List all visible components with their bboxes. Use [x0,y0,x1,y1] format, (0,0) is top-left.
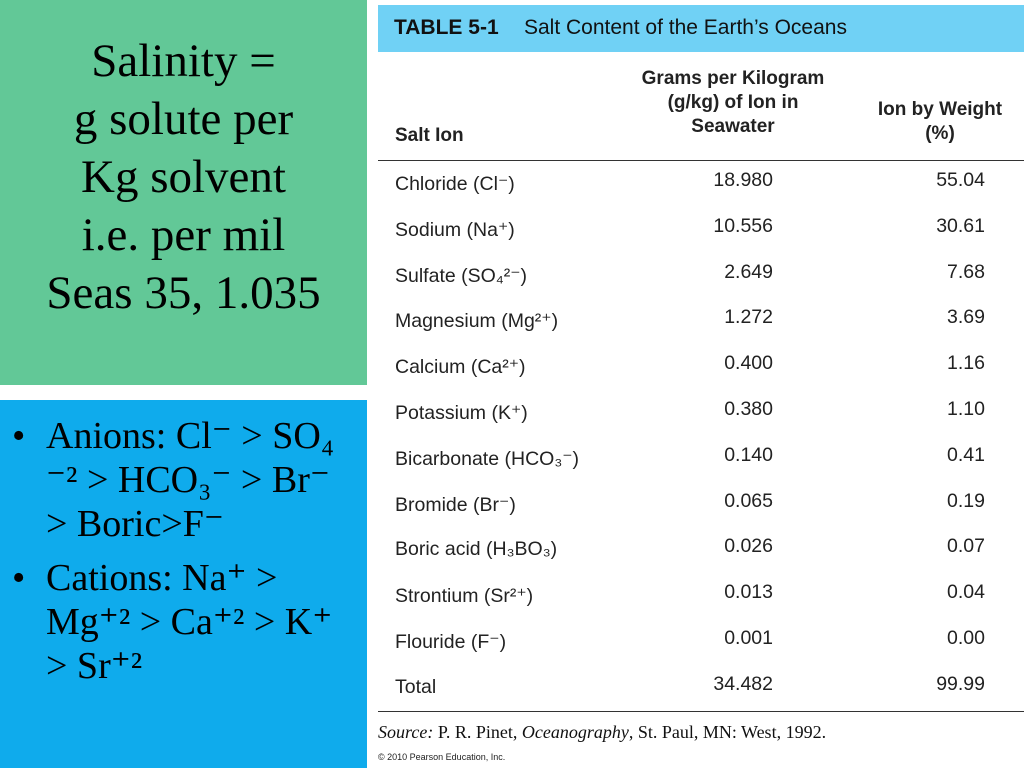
weight-value: 7.68 [947,260,985,283]
ion-name: Calcium (Ca²⁺) [395,356,526,379]
source-line: Source: P. R. Pinet, Oceanography, St. P… [378,722,826,743]
weight-value: 0.04 [947,581,985,604]
grams-value: 0.140 [724,443,773,466]
grams-value: 1.272 [724,306,773,329]
weight-value: 0.41 [947,443,985,466]
grams-value: 2.649 [724,260,773,283]
grams-value: 18.980 [713,169,773,191]
weight-value: 0.19 [947,489,985,512]
grams-value: 0.065 [724,489,773,512]
source-publisher: , St. Paul, MN: West, 1992. [628,722,827,742]
bottom-rule [378,711,1024,712]
grams-value: 0.013 [724,581,773,604]
bullet-item: • Anions: Cl⁻ > SO₄ ⁻² > HCO₃⁻ > Br⁻ > Bo… [10,414,360,546]
ion-name: Total [395,675,437,698]
weight-value: 3.69 [947,306,985,329]
salinity-line: Kg solvent [81,151,286,203]
ion-name: Chloride (Cl⁻) [395,173,515,195]
weight-value: 99.99 [936,672,985,695]
salinity-line: i.e. per mil [81,209,286,261]
salinity-text: Salinity = g solute per Kg solvent i.e. per… [0,32,367,322]
salinity-line: Seas 35, 1.035 [46,267,321,319]
bullet-symbol: • [12,415,26,457]
weight-value: 1.16 [947,352,985,375]
salinity-box: Salinity = g solute per Kg solvent i.e. per… [0,0,367,385]
ion-name: Magnesium (Mg²⁺) [395,310,559,333]
ion-name: Sulfate (SO₄²⁻) [395,264,528,287]
source-label: Source: [378,722,434,742]
weight-value: 0.07 [947,535,985,558]
ion-name: Boric acid (H₃BO₃) [395,538,558,561]
salinity-line: Salinity = [91,35,276,87]
weight-value: 0.00 [947,627,985,649]
bullet-item: • Cations: Na⁺ > Mg⁺² > Ca⁺² > K⁺ > Sr⁺² [10,556,360,688]
ion-name: Flouride (F⁻) [395,631,507,653]
table-title-bar: TABLE 5-1 Salt Content of the Earth’s Oc… [378,5,1024,52]
grams-value: 0.380 [724,398,773,420]
source-author: P. R. Pinet, [437,722,518,742]
ions-box: • Anions: Cl⁻ > SO₄ ⁻² > HCO₃⁻ > Br⁻ > Bo… [0,400,367,768]
grams-value: 10.556 [713,214,773,237]
weight-value: 55.04 [936,169,985,191]
weight-value: 30.61 [936,214,985,237]
weight-value: 1.10 [947,398,985,420]
grams-value: 0.026 [724,535,773,558]
header-rule [378,160,1024,161]
ion-name: Strontium (Sr²⁺) [395,585,534,608]
ion-name: Bicarbonate (HCO₃⁻) [395,447,580,470]
column-header: Salt Ion [395,125,464,146]
copyright: © 2010 Pearson Education, Inc. [378,752,506,762]
ion-name: Bromide (Br⁻) [395,493,516,516]
grams-value: 34.482 [713,672,773,695]
column-header: Grams per Kilogram (g/kg) of Ion in Seaw… [641,68,825,137]
table-number: TABLE 5-1 [394,16,499,39]
column-header: Ion by Weight (%) [877,99,1003,144]
ion-name: Sodium (Na⁺) [395,218,515,241]
table-title: Salt Content of the Earth’s Oceans [524,16,847,39]
grams-value: 0.001 [724,627,773,649]
bullet-text: Anions: Cl⁻ > SO₄ ⁻² > HCO₃⁻ > Br⁻ > Bor… [46,415,335,545]
bullet-list: • Anions: Cl⁻ > SO₄ ⁻² > HCO₃⁻ > Br⁻ > Bo… [10,414,360,698]
bullet-symbol: • [12,557,26,599]
grams-value: 0.400 [724,352,773,375]
source-book: Oceanography [521,722,629,742]
bullet-text: Cations: Na⁺ > Mg⁺² > Ca⁺² > K⁺ > Sr⁺² [46,557,333,687]
salinity-line: g solute per [73,93,294,145]
ion-name: Potassium (K⁺) [395,402,528,424]
